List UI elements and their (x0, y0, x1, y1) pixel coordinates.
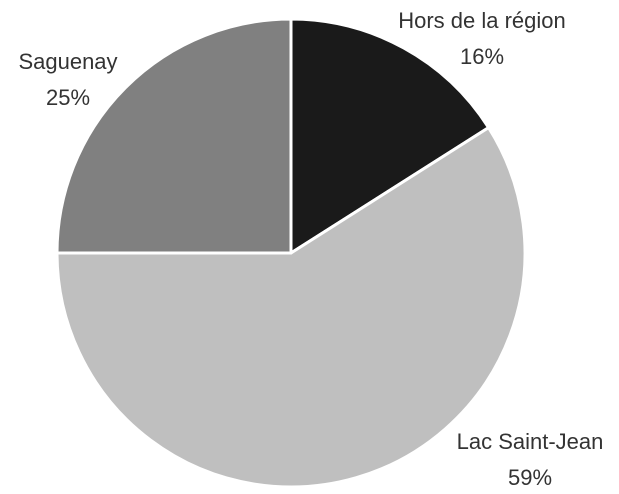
pie-slice (289, 17, 491, 255)
pie-slice (55, 17, 293, 255)
slice-value-label: 16% (460, 44, 504, 69)
pie-slice (55, 126, 527, 489)
slice-label: Lac Saint-Jean (457, 429, 604, 454)
slice-label: Hors de la région (398, 8, 566, 33)
slice-label: Saguenay (18, 49, 117, 74)
slice-value-label: 25% (46, 85, 90, 110)
slice-value-label: 59% (508, 465, 552, 490)
